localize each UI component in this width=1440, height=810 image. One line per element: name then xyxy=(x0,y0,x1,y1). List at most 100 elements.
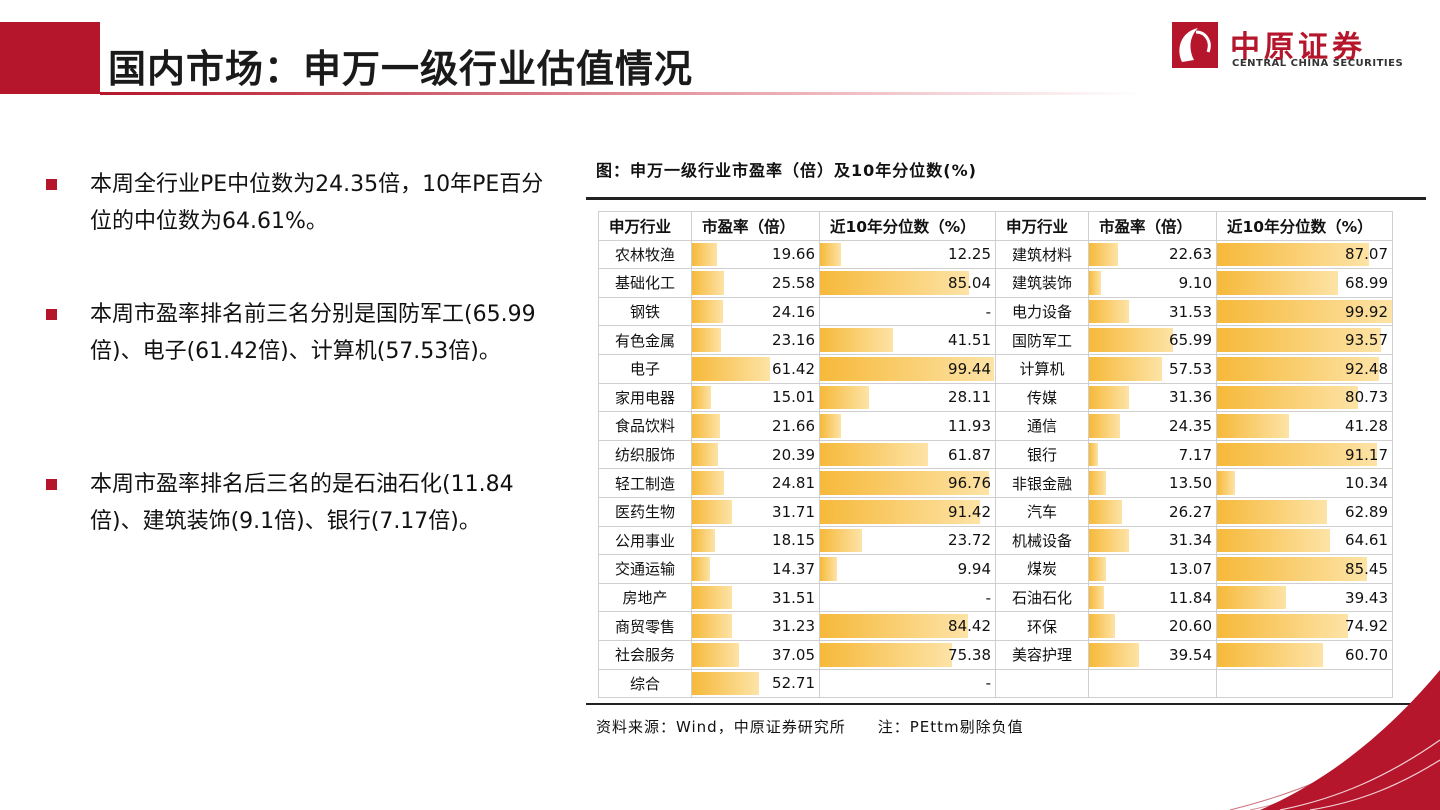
pe-data-bar xyxy=(692,499,733,524)
industry-name-cell: 环保 xyxy=(995,611,1089,641)
pe-cell: 31.36 xyxy=(1088,382,1217,413)
pct-value: 62.89 xyxy=(1345,502,1388,521)
pe-data-bar xyxy=(1089,385,1129,410)
pct-value: 80.73 xyxy=(1345,388,1388,407)
pe-value: 13.50 xyxy=(1169,474,1212,493)
pe-cell: 31.34 xyxy=(1088,525,1217,556)
pe-data-bar xyxy=(692,528,716,553)
pct-cell: 9.94 xyxy=(819,554,996,584)
pe-cell: 11.84 xyxy=(1088,582,1217,613)
pe-cell: 23.16 xyxy=(691,325,820,355)
pe-value: 9.10 xyxy=(1178,273,1212,292)
pct-data-bar xyxy=(1217,356,1379,381)
pct-value: 23.72 xyxy=(948,531,991,550)
pe-cell: 21.66 xyxy=(691,411,820,441)
industry-name-cell: 建筑装饰 xyxy=(995,268,1089,298)
industry-name-cell: 钢铁 xyxy=(598,296,692,327)
industry-name-cell: 机械设备 xyxy=(995,525,1089,556)
industry-name-cell: 食品饮料 xyxy=(598,411,692,441)
title-accent-block xyxy=(0,22,100,94)
pct-value: 68.99 xyxy=(1345,273,1388,292)
pct-data-bar xyxy=(1217,242,1370,267)
bullet-text: 本周市盈率排名前三名分别是国防军工(65.99倍)、电子(61.42倍)、计算机… xyxy=(90,302,536,364)
pct-data-bar xyxy=(1217,585,1286,610)
pe-cell xyxy=(1088,668,1217,699)
pct-cell: 74.92 xyxy=(1216,611,1393,641)
table-row: 社会服务 37.05 75.38 美容护理 39.54 60.70 xyxy=(598,639,1393,670)
pct-value: - xyxy=(985,302,991,321)
table-row: 家用电器 15.01 28.11 传媒 31.36 80.73 xyxy=(598,382,1393,413)
pe-cell: 20.60 xyxy=(1088,611,1217,641)
pct-cell: 87.07 xyxy=(1216,239,1393,270)
pct-cell: 68.99 xyxy=(1216,268,1393,298)
pct-cell: 41.51 xyxy=(819,325,996,355)
pct-data-bar xyxy=(1217,557,1367,581)
industry-name-cell: 通信 xyxy=(995,411,1089,441)
pe-data-bar xyxy=(692,299,723,324)
industry-name-cell: 综合 xyxy=(598,668,692,699)
pe-cell: 31.53 xyxy=(1088,296,1217,327)
table-row: 有色金属 23.16 41.51 国防军工 65.99 93.57 xyxy=(598,325,1393,355)
industry-name-cell xyxy=(995,668,1089,699)
industry-name-cell: 交通运输 xyxy=(598,554,692,584)
figure-top-rule xyxy=(586,197,1426,200)
pe-data-bar xyxy=(692,328,722,352)
pct-data-bar xyxy=(820,642,952,667)
pe-value: 15.01 xyxy=(772,388,815,407)
pct-cell: - xyxy=(819,582,996,613)
pe-cell: 25.58 xyxy=(691,268,820,298)
pe-value: 26.27 xyxy=(1169,502,1212,521)
industry-name-cell: 电力设备 xyxy=(995,296,1089,327)
pe-data-bar xyxy=(692,671,759,696)
industry-name-cell: 美容护理 xyxy=(995,639,1089,670)
pct-value: 74.92 xyxy=(1345,617,1388,636)
pe-data-bar xyxy=(1089,528,1129,553)
pe-value: 31.23 xyxy=(772,617,815,636)
pct-cell: - xyxy=(819,668,996,699)
industry-name-cell: 轻工制造 xyxy=(598,468,692,498)
table-row: 电子 61.42 99.44 计算机 57.53 92.48 xyxy=(598,353,1393,384)
pct-cell: 92.48 xyxy=(1216,353,1393,384)
pct-value: 85.04 xyxy=(948,273,991,292)
table-row: 医药生物 31.71 91.42 汽车 26.27 62.89 xyxy=(598,496,1393,527)
pe-data-bar xyxy=(692,642,740,667)
pe-cell: 31.51 xyxy=(691,582,820,613)
pe-data-bar xyxy=(1089,271,1101,295)
pe-value: 31.36 xyxy=(1169,388,1212,407)
pe-data-bar xyxy=(1089,471,1107,495)
pe-cell: 13.50 xyxy=(1088,468,1217,498)
pe-cell: 39.54 xyxy=(1088,639,1217,670)
pct-cell: 64.61 xyxy=(1216,525,1393,556)
pe-cell: 19.66 xyxy=(691,239,820,270)
table-row: 商贸零售 31.23 84.42 环保 20.60 74.92 xyxy=(598,611,1393,641)
pct-cell xyxy=(1216,668,1393,699)
pe-cell: 24.35 xyxy=(1088,411,1217,441)
pct-cell: 62.89 xyxy=(1216,496,1393,527)
pct-value: 10.34 xyxy=(1345,474,1388,493)
bullet-square-icon xyxy=(46,479,57,490)
pe-data-bar xyxy=(692,242,717,267)
pct-value: 92.48 xyxy=(1345,359,1388,378)
column-header: 近10年分位数（%） xyxy=(1216,211,1393,241)
pct-value: 99.92 xyxy=(1345,302,1388,321)
industry-name-cell: 有色金属 xyxy=(598,325,692,355)
logo-mark-icon xyxy=(1172,22,1218,68)
table-row: 纺织服饰 20.39 61.87 银行 7.17 91.17 xyxy=(598,439,1393,470)
table-row: 钢铁 24.16 - 电力设备 31.53 99.92 xyxy=(598,296,1393,327)
industry-name-cell: 传媒 xyxy=(995,382,1089,413)
pct-value: 9.94 xyxy=(957,559,991,578)
industry-name-cell: 计算机 xyxy=(995,353,1089,384)
pct-data-bar xyxy=(1217,471,1236,495)
pe-value: 24.16 xyxy=(772,302,815,321)
pct-cell: 91.42 xyxy=(819,496,996,527)
pe-cell: 9.10 xyxy=(1088,268,1217,298)
table-row: 综合 52.71 - xyxy=(598,668,1393,699)
table-row: 轻工制造 24.81 96.76 非银金融 13.50 10.34 xyxy=(598,468,1393,498)
industry-name-cell: 房地产 xyxy=(598,582,692,613)
pe-data-bar xyxy=(692,414,720,438)
industry-name-cell: 公用事业 xyxy=(598,525,692,556)
pe-cell: 26.27 xyxy=(1088,496,1217,527)
figure-bottom-rule xyxy=(586,703,1426,705)
pct-cell: 84.42 xyxy=(819,611,996,641)
pct-data-bar xyxy=(820,471,990,495)
